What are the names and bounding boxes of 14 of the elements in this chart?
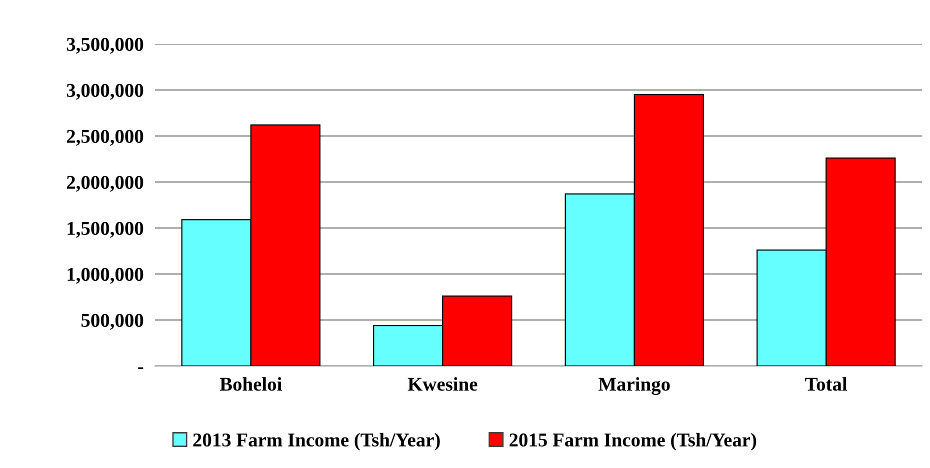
x-tick-label: Maringo (598, 377, 670, 395)
y-tick-label: 1,500,000 (68, 222, 144, 238)
x-tick-label: Total (805, 377, 848, 391)
legend-label: 2013 Farm Income (Tsh/Year) (193, 432, 440, 450)
y-tick-label: 3,000,000 (66, 84, 144, 100)
y-tick-label: - (138, 367, 144, 369)
y-tick-label: 3,500,000 (66, 38, 144, 54)
y-tick-label: 500,000 (81, 314, 144, 330)
y-tick-label: 2,500,000 (66, 130, 144, 146)
y-tick-label: 1,000,000 (68, 268, 144, 284)
legend-label: 2015 Farm Income (Tsh/Year) (510, 432, 756, 450)
x-tick-label: Boheloi (220, 377, 282, 391)
y-tick-label: 2,000,000 (66, 176, 144, 192)
x-tick-label: Kwesine (408, 377, 478, 391)
